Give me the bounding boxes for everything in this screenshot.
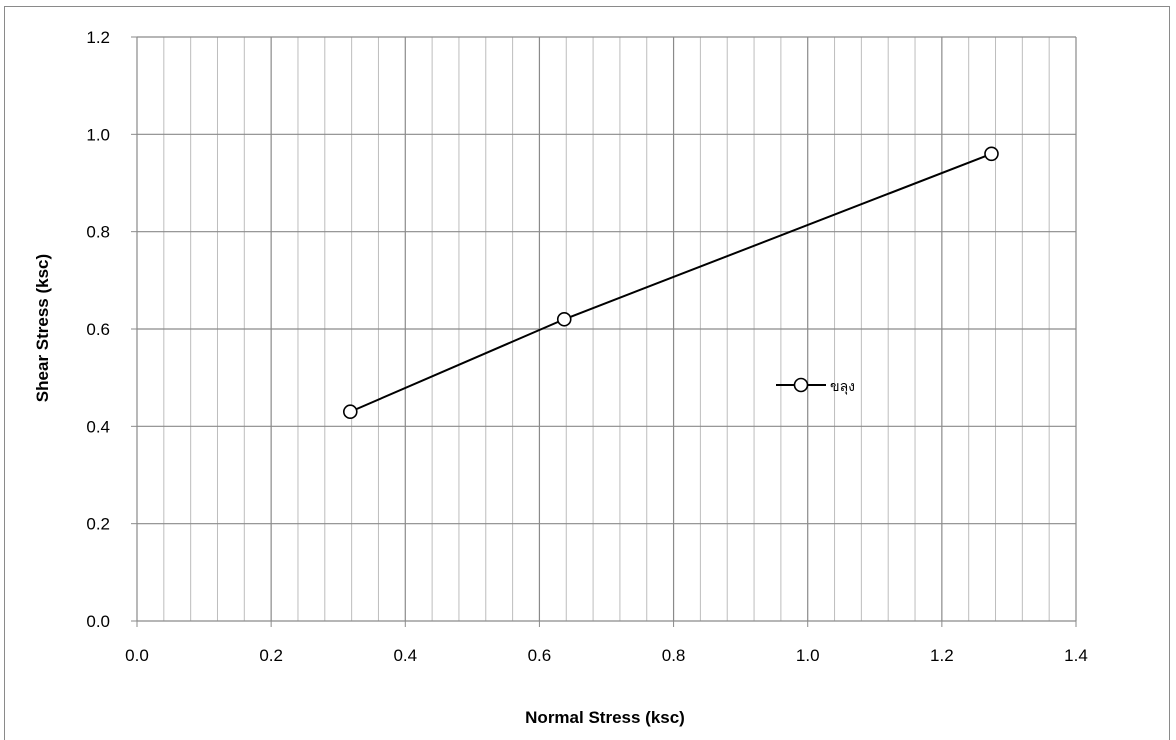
x-tick-labels: 0.0 0.2 0.4 0.6 0.8 1.0 1.2 1.4: [125, 646, 1088, 665]
y-tick-label: 0.2: [86, 515, 110, 534]
x-axis-title: Normal Stress (ksc): [525, 708, 685, 727]
x-tick-label: 0.4: [393, 646, 417, 665]
x-tick-label: 0.8: [662, 646, 686, 665]
data-point: [342, 404, 358, 420]
x-tick-label: 1.2: [930, 646, 954, 665]
legend-label: ขลุง: [830, 379, 855, 395]
data-point: [984, 146, 999, 162]
y-tick-label: 1.0: [86, 125, 110, 144]
data-point: [556, 311, 572, 327]
legend: ขลุง: [776, 377, 855, 395]
x-tick-label: 1.4: [1064, 646, 1088, 665]
x-tick-label: 0.6: [528, 646, 552, 665]
x-tick-label: 0.2: [259, 646, 283, 665]
x-tick-label: 0.0: [125, 646, 149, 665]
series-layer: [342, 146, 999, 420]
y-tick-label: 0.4: [86, 417, 110, 436]
legend-marker: [793, 377, 809, 393]
x-tick-label: 1.0: [796, 646, 820, 665]
series-line: [349, 152, 992, 413]
y-tick-labels: 0.0 0.2 0.4 0.6 0.8 1.0 1.2: [86, 28, 110, 631]
y-tick-label: 0.8: [86, 223, 110, 242]
y-tick-label: 0.6: [86, 320, 110, 339]
y-tick-label: 0.0: [86, 612, 110, 631]
major-gridlines: [137, 36, 1077, 621]
y-tick-label: 1.2: [86, 28, 110, 47]
chart-frame: [4, 6, 1170, 740]
axes: [131, 36, 1077, 627]
y-axis-title: Shear Stress (ksc): [33, 254, 52, 402]
